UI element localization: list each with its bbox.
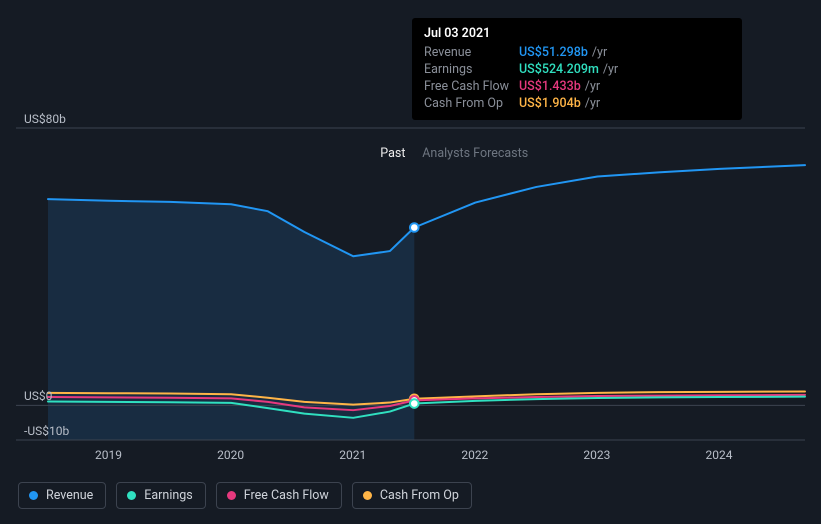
tooltip-row-unit: /yr <box>603 62 618 79</box>
y-axis-label: -US$10b <box>24 424 69 438</box>
x-axis-label: 2020 <box>217 448 244 462</box>
legend-dot-icon <box>363 491 372 500</box>
x-axis-label: 2023 <box>583 448 610 462</box>
legend-dot-icon <box>29 491 38 500</box>
legend-item-earnings[interactable]: Earnings <box>116 482 205 509</box>
tooltip-row: RevenueUS$51.298b/yr <box>424 45 730 62</box>
legend-item-label: Earnings <box>144 488 192 503</box>
legend-dot-icon <box>227 491 236 500</box>
tooltip-row-label: Cash From Op <box>424 96 519 113</box>
tooltip-row-value: US$1.433b <box>519 79 581 96</box>
y-axis-label: US$80b <box>24 112 66 126</box>
tooltip-rows: RevenueUS$51.298b/yrEarningsUS$524.209m/… <box>424 45 730 113</box>
tooltip-row: Free Cash FlowUS$1.433b/yr <box>424 79 730 96</box>
legend-item-cash-from-op[interactable]: Cash From Op <box>352 482 472 509</box>
x-axis-label: 2021 <box>339 448 366 462</box>
y-axis-label: US$0 <box>24 389 52 403</box>
tooltip-row-label: Free Cash Flow <box>424 79 519 96</box>
tooltip-row-label: Earnings <box>424 62 519 79</box>
tooltip-row-unit: /yr <box>592 45 607 62</box>
x-axis-label: 2022 <box>461 448 488 462</box>
legend-dot-icon <box>127 491 136 500</box>
legend-item-label: Cash From Op <box>380 488 459 503</box>
section-label-forecast: Analysts Forecasts <box>422 146 528 161</box>
tooltip-row-value: US$51.298b <box>519 45 588 62</box>
legend-item-label: Free Cash Flow <box>244 488 329 503</box>
section-label-past: Past <box>380 146 405 161</box>
tooltip-row-unit: /yr <box>585 96 600 113</box>
tooltip-row: EarningsUS$524.209m/yr <box>424 62 730 79</box>
tooltip-row-value: US$1.904b <box>519 96 581 113</box>
tooltip-row-value: US$524.209m <box>519 62 599 79</box>
legend-item-revenue[interactable]: Revenue <box>18 482 106 509</box>
tooltip-row: Cash From OpUS$1.904b/yr <box>424 96 730 113</box>
chart-tooltip: Jul 03 2021 RevenueUS$51.298b/yrEarnings… <box>412 18 742 120</box>
tooltip-row-unit: /yr <box>585 79 600 96</box>
tooltip-date: Jul 03 2021 <box>424 26 730 43</box>
legend-item-label: Revenue <box>46 488 93 503</box>
x-axis-label: 2024 <box>706 448 733 462</box>
earnings-chart: Jul 03 2021 RevenueUS$51.298b/yrEarnings… <box>0 0 821 524</box>
chart-legend: Revenue Earnings Free Cash Flow Cash From O… <box>18 482 472 509</box>
x-axis-label: 2019 <box>95 448 122 462</box>
tooltip-row-label: Revenue <box>424 45 519 62</box>
legend-item-free-cash-flow[interactable]: Free Cash Flow <box>216 482 342 509</box>
